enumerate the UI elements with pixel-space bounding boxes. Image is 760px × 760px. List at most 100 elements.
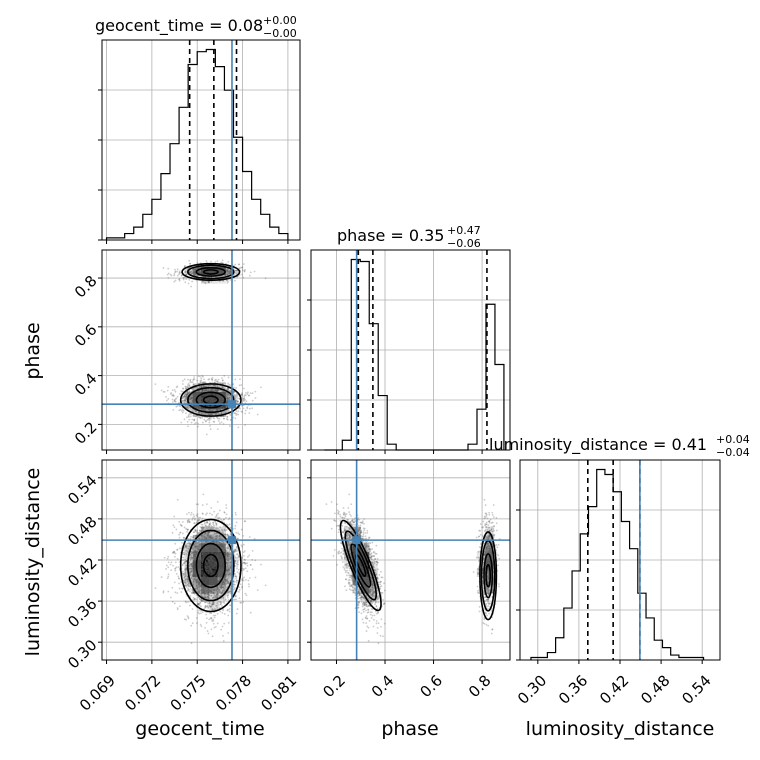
phase-vs-time-sample-point (204, 270, 207, 273)
distance-vs-time-sample-point (245, 594, 248, 597)
distance-vs-time-density-cell (201, 560, 210, 569)
phase-vs-time-sample-point (199, 400, 202, 402)
phase-vs-time-sample-point (174, 400, 177, 403)
phase-vs-time-sample-point (207, 398, 210, 401)
phase-vs-time-sample-point (199, 398, 202, 401)
distance-vs-time-sample-point (236, 581, 238, 584)
phase-vs-time-sample-point (210, 399, 213, 401)
phase-vs-time-sample-point (195, 392, 198, 394)
phase-vs-time-sample-point (208, 270, 211, 273)
phase-vs-time-contour-1-2 (187, 264, 235, 280)
phase-vs-time-sample-point (208, 393, 210, 395)
phase-vs-time-sample-point (207, 405, 210, 407)
phase-vs-time-sample-point (226, 415, 228, 418)
phase-vs-time-sample-point (209, 397, 212, 400)
phase-vs-time-sample-point (222, 392, 224, 394)
phase-vs-time-sample-point (166, 389, 169, 392)
phase-vs-time-sample-point (248, 407, 251, 410)
distance-vs-time-sample-point (234, 549, 237, 552)
phase-vs-time-sample-point (197, 397, 200, 400)
phase-vs-time-sample-point (205, 394, 208, 397)
phase-vs-time-sample-point (194, 399, 196, 402)
phase-vs-time-sample-point (216, 409, 219, 411)
phase-vs-time-sample-point (203, 407, 206, 410)
phase-vs-time-sample-point (226, 394, 228, 396)
phase-vs-time-sample-point (204, 389, 206, 392)
phase-vs-time-sample-point (207, 408, 210, 411)
phase-vs-time-sample-point (200, 397, 203, 400)
phase-vs-time-sample-point (186, 407, 189, 409)
phase-vs-time-sample-point (193, 418, 196, 421)
phase-vs-time-sample-point (207, 281, 210, 283)
phase-vs-time-sample-point (194, 268, 196, 271)
phase-vs-time-sample-point (192, 268, 195, 271)
phase-vs-time-sample-point (193, 274, 196, 277)
phase-vs-time-sample-point (224, 393, 227, 396)
phase-vs-time-sample-point (187, 405, 189, 408)
phase-vs-time-sample-point (196, 405, 199, 408)
distance-vs-time-sample-point (200, 625, 203, 628)
phase-vs-time-sample-point (207, 388, 210, 391)
distance-vs-time-sample-point (186, 578, 189, 581)
distance-vs-time-sample-point (225, 579, 228, 581)
phase-vs-time-contour-1-3 (181, 262, 241, 282)
phase-vs-time-sample-point (212, 397, 215, 400)
distance-vs-time-sample-point (174, 591, 177, 594)
phase-vs-time-sample-point (199, 386, 201, 388)
phase-vs-time-sample-point (162, 267, 165, 269)
phase-vs-time-sample-point (204, 408, 207, 410)
phase-vs-time-sample-point (222, 398, 225, 401)
phase-vs-time-sample-point (232, 383, 235, 385)
phase-vs-time-sample-point (225, 401, 228, 404)
phase-vs-time-sample-point (192, 398, 194, 401)
phase-vs-time-sample-point (223, 405, 226, 408)
distance-vs-time-sample-point (208, 569, 211, 572)
phase-vs-time-sample-point (195, 410, 197, 413)
phase-vs-time-sample-point (198, 405, 201, 408)
phase-vs-time-sample-point (220, 400, 223, 403)
phase-vs-time-sample-point (214, 270, 217, 273)
distance-vs-time-density-cell (217, 543, 227, 552)
phase-vs-time-sample-point (194, 273, 197, 276)
phase-vs-time-sample-point (209, 428, 212, 431)
phase-vs-time-sample-point (212, 384, 215, 387)
phase-vs-time-sample-point (212, 416, 215, 419)
phase-vs-time-sample-point (213, 393, 216, 396)
phase-vs-time-sample-point (209, 270, 212, 273)
distance-vs-time-sample-point (227, 518, 230, 521)
phase-vs-time-ytick-label-3: 0.8 (71, 272, 101, 302)
phase-vs-time-sample-point (193, 271, 196, 274)
phase-vs-time-sample-point (204, 389, 207, 391)
distance-vs-time-sample-point (214, 614, 217, 617)
phase-vs-time-sample-point (213, 389, 216, 391)
distance-vs-time-sample-point (182, 573, 184, 575)
phase-vs-time-sample-point (212, 393, 214, 396)
phase-vs-time-sample-point (229, 395, 231, 397)
panel-distance-vs-geocent-time: 0.069 0.072 0.075 0.078 0.0810.300.360.420.4… (64, 459, 301, 715)
phase-vs-time-sample-point (226, 397, 229, 400)
phase-vs-time-sample-point (223, 381, 226, 384)
phase-vs-time-sample-point (190, 285, 193, 288)
phase-vs-time-sample-point (200, 386, 203, 389)
distance-vs-time-sample-point (213, 616, 216, 619)
distance-vs-time-sample-point (173, 526, 176, 529)
phase-vs-time-sample-point (200, 413, 203, 415)
phase-vs-time-sample-point (207, 409, 210, 411)
phase-vs-time-sample-point (197, 392, 200, 395)
phase-vs-time-sample-point (211, 397, 214, 400)
phase-vs-time-sample-point (226, 399, 228, 402)
phase-vs-time-sample-point (187, 382, 190, 385)
phase-vs-time-sample-point (220, 396, 222, 399)
phase-vs-time-sample-point (225, 272, 228, 275)
phase-vs-time-sample-point (209, 270, 212, 273)
phase-vs-time-sample-point (189, 262, 191, 265)
phase-vs-time-sample-point (210, 398, 213, 401)
phase-vs-time-sample-point (226, 388, 228, 391)
phase-vs-time-sample-point (201, 406, 203, 409)
distance-vs-time-sample-point (199, 516, 202, 519)
distance-vs-time-sample-point (189, 595, 192, 597)
phase-vs-time-sample-point (235, 410, 238, 412)
phase-vs-time-sample-point (200, 272, 203, 275)
phase-vs-time-sample-point (226, 396, 229, 399)
distance-vs-time-sample-point (186, 542, 189, 545)
